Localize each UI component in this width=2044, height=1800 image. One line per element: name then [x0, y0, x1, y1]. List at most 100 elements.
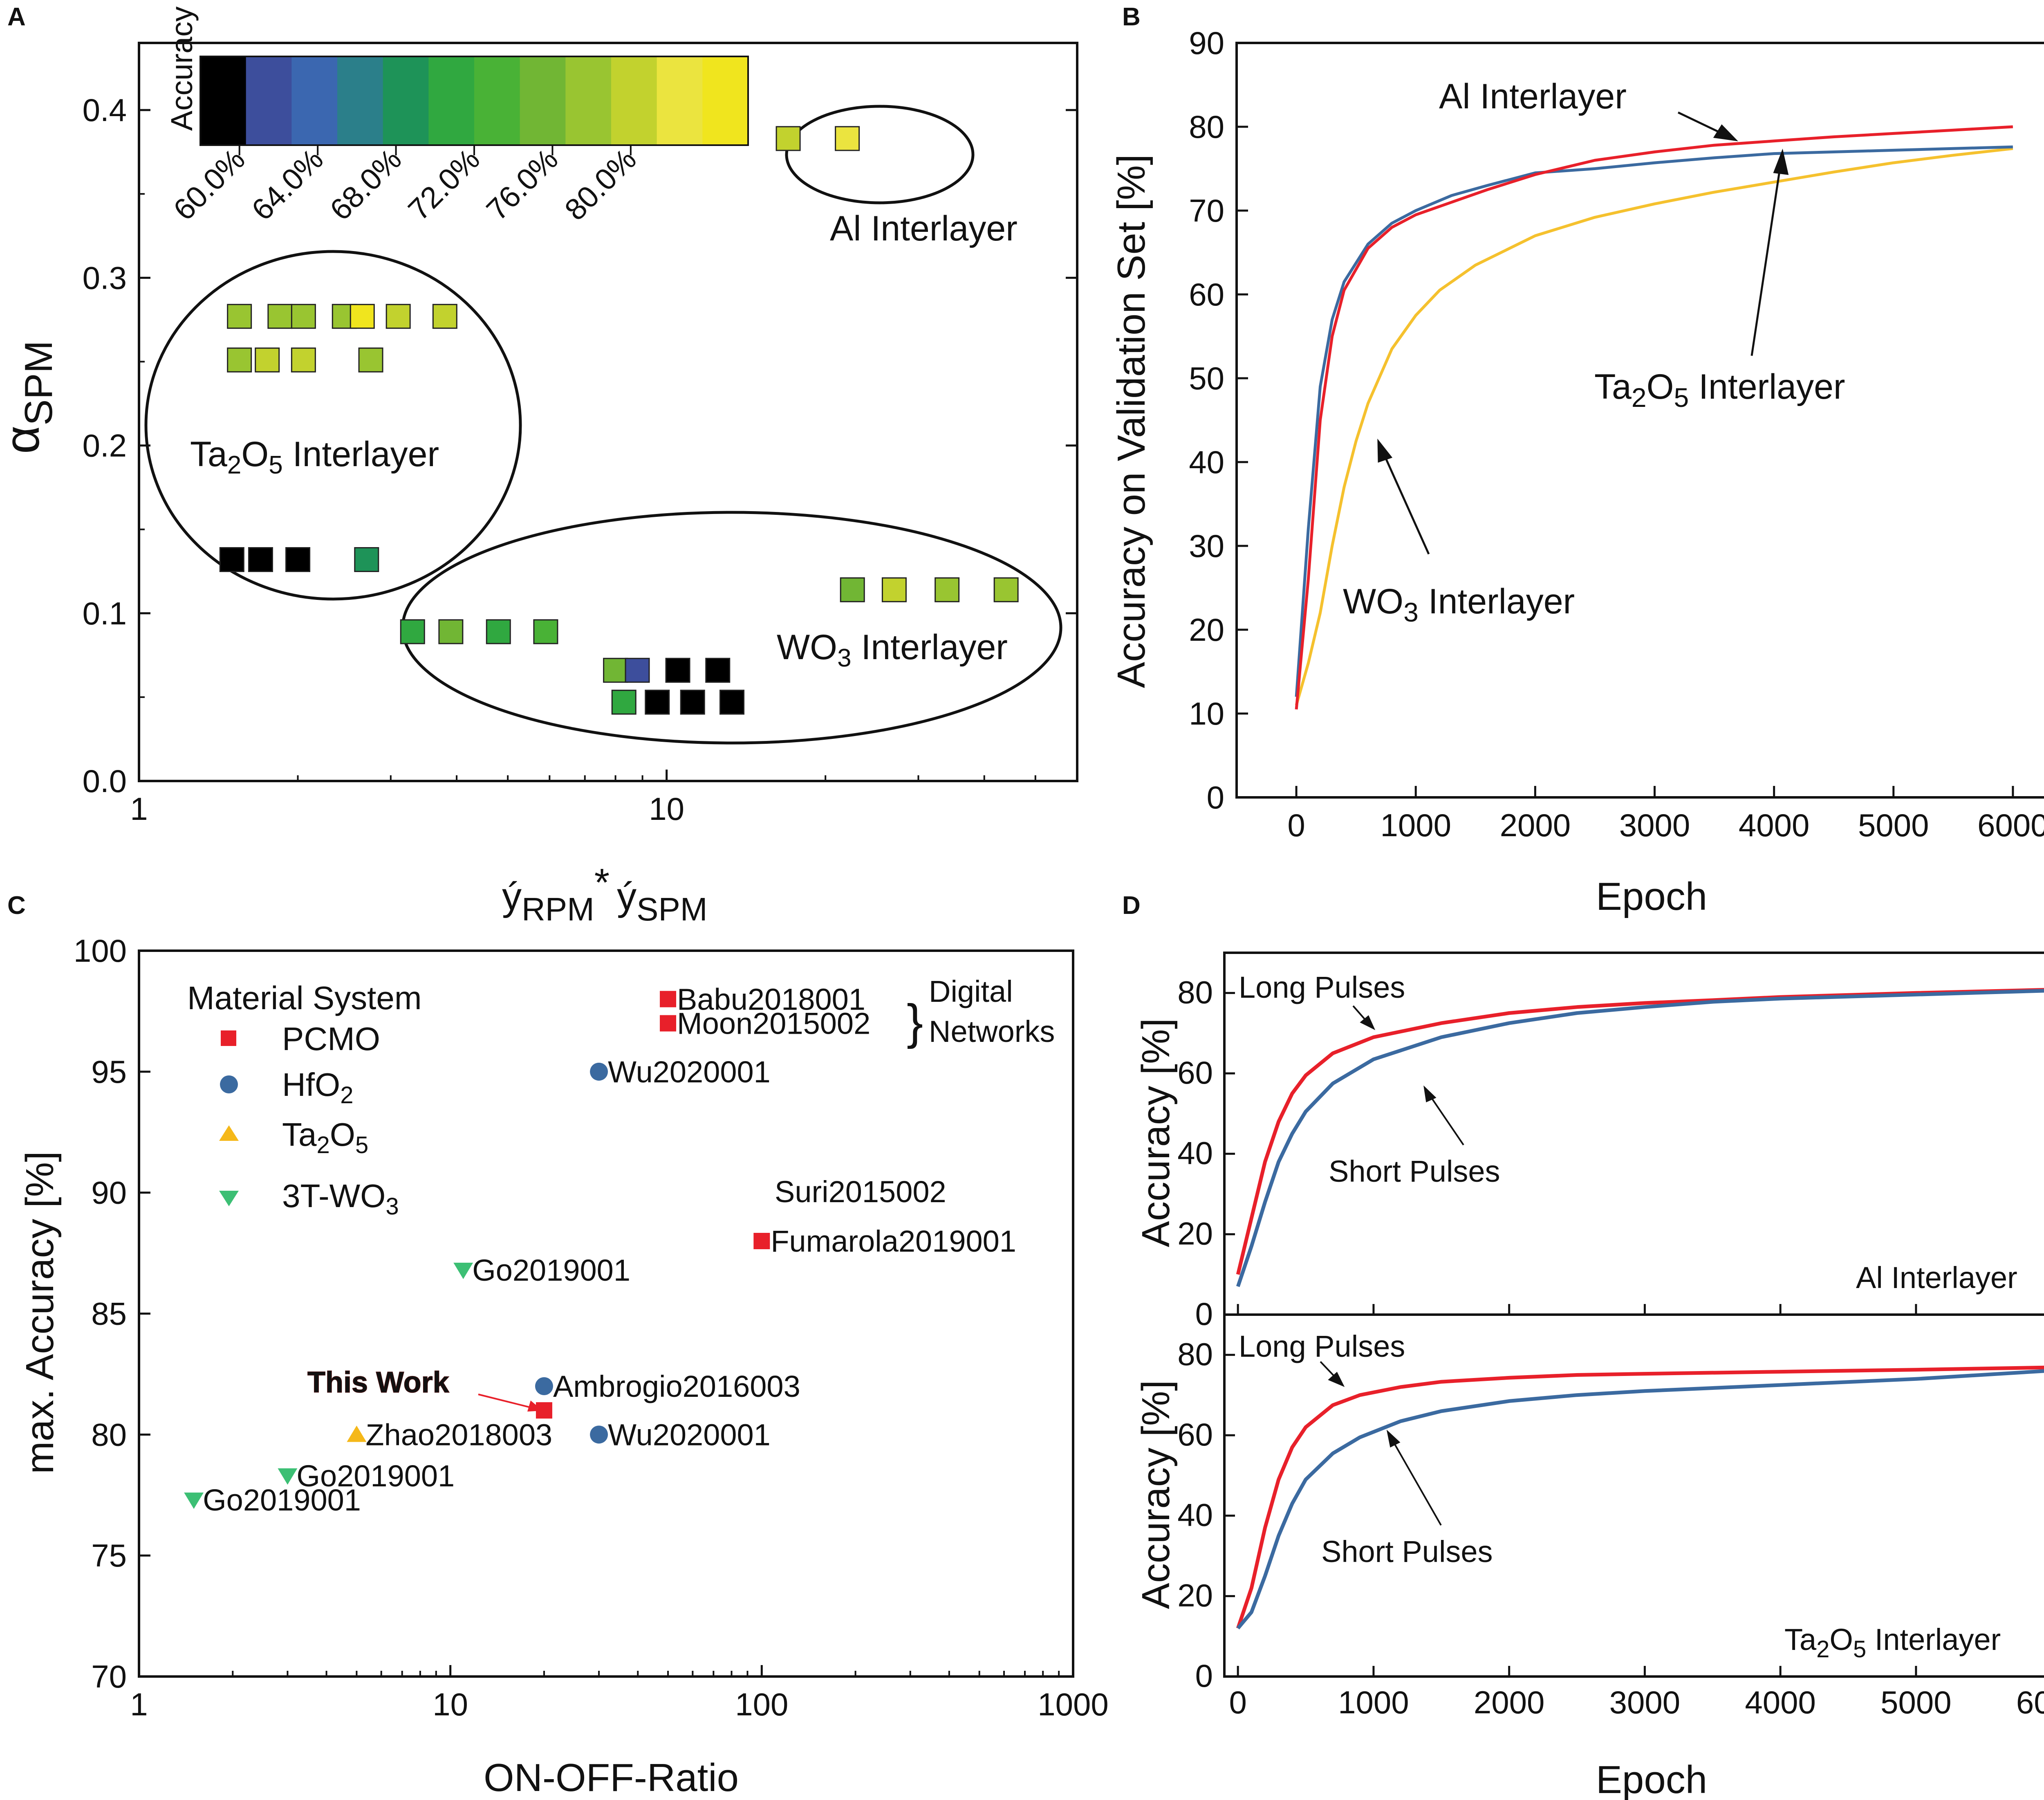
- b-xtick-label: 5000: [1858, 807, 1929, 843]
- d-short-pulses-line: [1236, 1369, 2044, 1629]
- legend-hfo2-marker: [220, 1075, 238, 1093]
- panel-c-frame: [138, 949, 1074, 1678]
- digital-bracket: }: [907, 994, 923, 1049]
- d-ytick-label: 40: [1177, 1497, 1213, 1533]
- al-interlayer-ellipse: [785, 105, 975, 204]
- d-ytick-label: 20: [1177, 1577, 1213, 1613]
- c-ytick-label: 80: [91, 1416, 127, 1452]
- c-pcmo-point: [660, 1015, 677, 1032]
- ta2o5-interlayer-label: Ta2O5 Interlayer: [190, 435, 439, 479]
- panel-label-d: D: [1122, 891, 1141, 920]
- a-data-point: [291, 347, 316, 373]
- b-ytick-label: 0: [1207, 779, 1224, 815]
- legend-pcmo-marker: [221, 1030, 236, 1046]
- b-xtick-label: 0: [1287, 807, 1305, 843]
- d-bot-short-arrowhead: [1386, 1430, 1401, 1448]
- d-bot-long-arrowhead: [1328, 1371, 1345, 1387]
- a-data-point: [993, 577, 1019, 602]
- b-ytick-label: 70: [1189, 193, 1224, 229]
- panel-c-xlabel: ON-OFF-Ratio: [484, 1756, 739, 1800]
- a-data-point: [835, 126, 860, 151]
- a-data-point: [227, 304, 252, 329]
- c-pcmo-point: [660, 991, 677, 1008]
- colorbar-segment: [383, 56, 429, 145]
- d-ytick-label: 40: [1177, 1135, 1213, 1171]
- a-data-point: [603, 658, 628, 683]
- d-xtick-label: 3000: [1609, 1684, 1681, 1720]
- a-data-point: [432, 304, 457, 329]
- colorbar-segment: [657, 56, 703, 145]
- digital-label: Digital: [929, 974, 1013, 1008]
- a-data-point: [665, 658, 690, 683]
- c-point-label: Go2019001: [472, 1253, 630, 1287]
- d-ytick-label: 20: [1177, 1215, 1213, 1251]
- d-xtick-label: 5000: [1880, 1684, 1952, 1720]
- a-ytick-label: 0.3: [83, 260, 127, 296]
- a-ytick-label: 0.0: [83, 763, 127, 799]
- ta2o5-interlayer-line: [1295, 145, 2013, 697]
- suri-label: Suri2015002: [775, 1175, 946, 1209]
- c-hfo2-point: [590, 1425, 608, 1444]
- a-data-point: [645, 689, 670, 715]
- panel-d-bottom-frame: [1223, 1313, 2044, 1678]
- panel-c-ylabel: max. Accuracy [%]: [18, 1151, 62, 1474]
- al-interlayer-line: [1295, 125, 2013, 710]
- c-ytick-label: 95: [91, 1054, 127, 1090]
- d-bot-short-label: Short Pulses: [1321, 1535, 1493, 1569]
- legend-pcmo-label: PCMO: [282, 1021, 380, 1057]
- a-data-point: [680, 689, 705, 715]
- panel-b-line: 0 1000 2000 3000 4000 5000 6000 0 10 20 30 40 50 60 70…: [1109, 25, 2044, 918]
- colorbar-segment: [565, 56, 612, 145]
- d-ytick-label: 0: [1195, 1296, 1213, 1332]
- b-ytick-label: 50: [1189, 360, 1224, 396]
- wo3-interlayer-line: [1295, 147, 2013, 706]
- d-top-subplot-label: Al Interlayer: [1856, 1261, 2017, 1295]
- panel-d-top-ylabel: Accuracy [%]: [1134, 1018, 1178, 1247]
- panel-d-series: [1236, 988, 2044, 1629]
- c-xtick-label: 100: [735, 1686, 788, 1722]
- panel-a-ticks: 1 10 0.0 0.1 0.2 0.3 0.4: [83, 92, 1077, 827]
- c-point-label: Moon2015002: [677, 1007, 870, 1041]
- b-ta2o5-annotation: Ta2O5 Interlayer: [1594, 367, 1845, 413]
- d-top-long-label: Long Pulses: [1239, 970, 1405, 1004]
- a-data-point: [881, 577, 907, 602]
- d-ytick-label: 60: [1177, 1416, 1213, 1452]
- panel-a-ylabel: αSPM: [0, 341, 61, 454]
- a-data-point: [291, 304, 316, 329]
- al-arrowhead: [1713, 124, 1738, 141]
- d-short-pulses-line: [1236, 989, 2044, 1287]
- panel-b-xlabel: Epoch: [1596, 875, 1707, 918]
- d-ytick-label: 80: [1177, 1336, 1213, 1372]
- a-data-point: [255, 347, 280, 373]
- a-data-point: [400, 619, 425, 644]
- b-xtick-label: 2000: [1500, 807, 1571, 843]
- colorbar-segment: [702, 56, 749, 145]
- d-ytick-label: 80: [1177, 974, 1213, 1010]
- c-wo3-point: [453, 1263, 473, 1279]
- panel-c-ticks: 1 10 100 1000 70 75 80 85 90 95 100: [74, 933, 1109, 1722]
- d-top-long-arrowhead: [1360, 1015, 1376, 1030]
- colorbar-tick-label: 60.0%: [167, 142, 251, 227]
- colorbar-segment: [246, 56, 292, 145]
- panel-a-points: [219, 126, 1019, 715]
- colorbar-tick-label: 80.0%: [558, 142, 643, 227]
- a-data-point: [350, 304, 375, 329]
- a-data-point: [227, 347, 252, 373]
- panel-d-line: 0 1000 2000 3000 4000 5000 6000 0 20 40 60 80 0 20 40 6…: [1134, 952, 2044, 1800]
- a-ytick-label: 0.1: [83, 595, 127, 631]
- a-data-point: [385, 304, 411, 329]
- c-point-label: Fumarola2019001: [771, 1224, 1016, 1258]
- d-long-pulses-line: [1236, 1365, 2044, 1629]
- this-work-arrowhead: [527, 1400, 543, 1412]
- panel-a-xlabel: ýRPM* ýSPM: [502, 861, 708, 927]
- a-data-point: [935, 577, 960, 602]
- colorbar-tick-label: 76.0%: [480, 142, 565, 227]
- d-long-pulses-line: [1236, 988, 2044, 1275]
- b-ytick-label: 90: [1189, 25, 1224, 61]
- b-xtick-label: 1000: [1380, 807, 1451, 843]
- b-ytick-label: 20: [1189, 612, 1224, 648]
- c-pcmo-point: [753, 1233, 770, 1249]
- a-data-point: [840, 577, 865, 602]
- legend-wo3-label: 3T-WO3: [282, 1178, 399, 1220]
